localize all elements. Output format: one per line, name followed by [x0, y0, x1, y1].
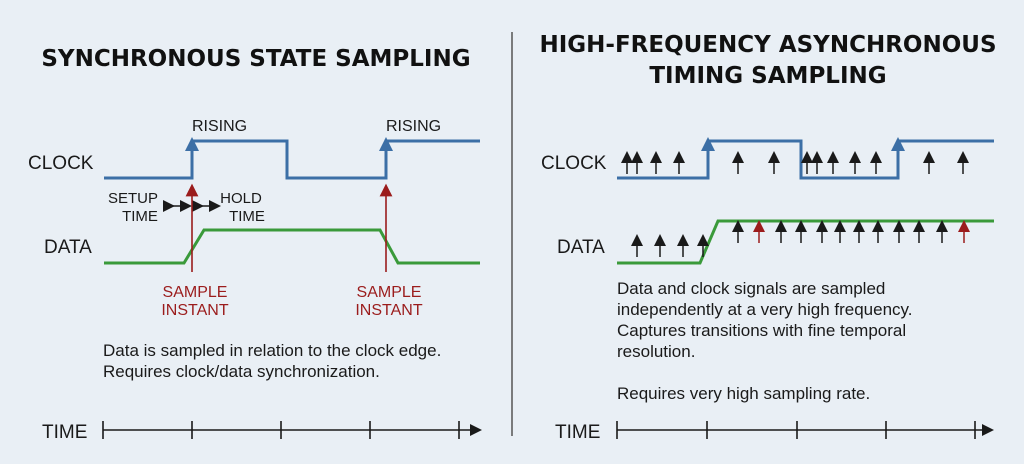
right-title-line2: TIMING SAMPLING	[649, 63, 886, 89]
sample-instant-label-2-line1: SAMPLE	[357, 284, 422, 301]
setup-time-label-line2: TIME	[122, 208, 158, 225]
sample-instant-label-1-line2: INSTANT	[161, 302, 228, 319]
left-description-line2: Requires clock/data synchronization.	[103, 362, 380, 381]
left-data-waveform	[104, 228, 480, 265]
right-panel: HIGH-FREQUENCY ASYNCHRONOUS TIMING SAMPL…	[539, 32, 996, 443]
sample-instant-label-1-line1: SAMPLE	[163, 284, 228, 301]
left-time-label: TIME	[42, 422, 87, 443]
right-time-ticks	[616, 421, 976, 439]
right-description-line2: independently at a very high frequency.	[617, 300, 913, 319]
hold-time-label-line2: TIME	[229, 208, 265, 225]
left-clock-waveform	[104, 139, 480, 180]
rising-label-2: RISING	[386, 118, 441, 135]
rising-label-1: RISING	[192, 118, 247, 135]
sample-instant-label-2-line2: INSTANT	[355, 302, 422, 319]
right-title-line1: HIGH-FREQUENCY ASYNCHRONOUS	[539, 32, 996, 58]
left-data-label: DATA	[44, 237, 92, 258]
right-description-line3: Captures transitions with fine temporal	[617, 321, 907, 340]
data-sample-arrows	[631, 220, 948, 257]
rising-edge-arrow-2	[379, 137, 393, 151]
left-panel: SYNCHRONOUS STATE SAMPLING CLOCK DATA RI…	[28, 46, 482, 443]
left-clock-label: CLOCK	[28, 153, 94, 174]
right-rising-edge-arrow-1	[701, 137, 715, 151]
right-time-axis-arrowhead	[982, 424, 994, 436]
setup-time-label-line1: SETUP	[108, 190, 158, 207]
hold-time-label-line1: HOLD	[220, 190, 262, 207]
left-time-axis-arrowhead	[470, 424, 482, 436]
rising-edge-arrow-1	[185, 137, 199, 151]
left-description: Data is sampled in relation to the clock…	[103, 340, 441, 382]
right-description-line1: Data and clock signals are sampled	[617, 279, 886, 298]
right-data-label: DATA	[557, 237, 605, 258]
left-time-ticks	[102, 421, 460, 439]
right-description-line4: resolution.	[617, 342, 696, 361]
right-description: Data and clock signals are sampled indep…	[617, 278, 913, 404]
right-time-label: TIME	[555, 422, 600, 443]
right-clock-label: CLOCK	[541, 153, 607, 174]
data-sample-arrows-red	[753, 220, 970, 243]
left-title: SYNCHRONOUS STATE SAMPLING	[41, 46, 470, 72]
right-rising-edge-arrow-2	[891, 137, 905, 151]
left-description-line1: Data is sampled in relation to the clock…	[103, 341, 442, 360]
right-data-waveform	[617, 219, 994, 265]
right-description-line5: Requires very high sampling rate.	[617, 384, 871, 403]
right-clock-waveform	[617, 139, 994, 180]
clock-sample-arrows	[621, 151, 969, 174]
